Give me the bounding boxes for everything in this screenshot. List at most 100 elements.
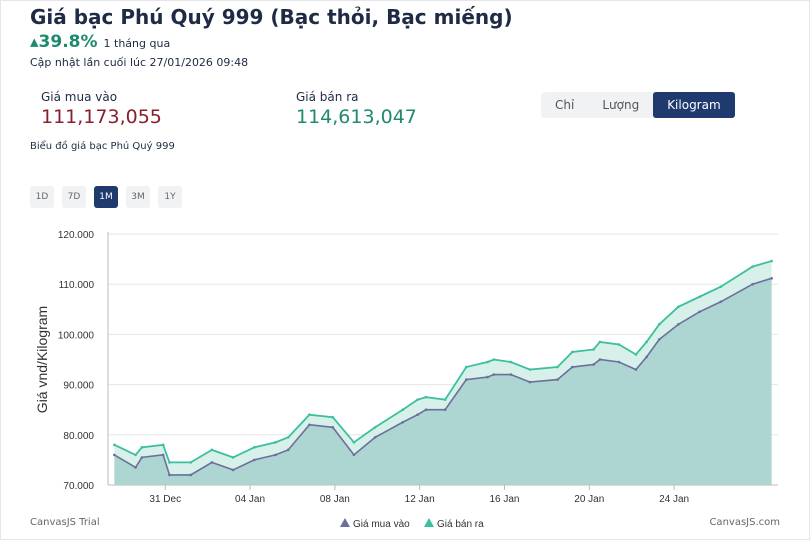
range-button-1d[interactable]: 1D: [30, 186, 54, 208]
x-tick-label: 20 Jan: [574, 494, 604, 505]
data-point-sell: [617, 343, 621, 346]
range-button-1m[interactable]: 1M: [94, 186, 118, 208]
unit-tab-chi[interactable]: Chỉ: [555, 98, 575, 112]
data-point-sell: [252, 446, 256, 449]
unit-tabs: Chỉ Lượng Kilogram: [541, 92, 735, 118]
chart-brand-link[interactable]: CanvasJS.com: [709, 517, 780, 528]
data-point-sell: [592, 348, 595, 351]
sell-price-value: 114,613,047: [296, 106, 417, 128]
data-point-buy: [634, 368, 638, 371]
data-point-sell: [134, 453, 137, 457]
data-point-sell: [528, 368, 532, 371]
data-point-buy: [189, 473, 192, 477]
data-point-buy: [465, 378, 468, 381]
y-axis-title: Giá vnd/Kilogram: [34, 306, 50, 413]
data-point-sell: [770, 259, 773, 263]
data-point-buy: [252, 458, 256, 462]
legend-label-buy: Giá mua vào: [353, 519, 410, 530]
data-point-sell: [677, 305, 680, 309]
data-point-sell: [571, 350, 574, 354]
up-arrow-icon: ▴: [30, 32, 39, 52]
data-point-buy: [373, 436, 377, 439]
data-point-sell: [308, 413, 311, 417]
data-point-buy: [770, 277, 773, 280]
data-point-buy: [352, 453, 356, 457]
data-point-sell: [443, 398, 447, 401]
range-buttons: 1D 7D 1M 3M 1Y: [30, 186, 182, 208]
data-point-sell: [634, 353, 638, 356]
y-tick-label: 120.000: [58, 230, 95, 241]
data-point-sell: [113, 443, 116, 447]
data-point-sell: [352, 441, 356, 444]
data-point-sell: [509, 360, 513, 364]
data-point-buy: [719, 300, 723, 304]
data-point-buy: [598, 358, 602, 361]
data-point-buy: [210, 461, 214, 464]
change-percent: 39.8%: [38, 32, 98, 52]
change-period: 1 tháng qua: [103, 37, 171, 50]
data-point-sell: [373, 425, 377, 429]
last-updated: Cập nhật lần cuối lúc 27/01/2026 09:48: [30, 56, 249, 69]
data-point-sell: [698, 295, 701, 299]
range-button-1y[interactable]: 1Y: [158, 186, 182, 208]
data-point-sell: [657, 323, 661, 326]
data-point-sell: [751, 265, 754, 268]
data-point-sell: [424, 395, 428, 399]
x-tick-label: 16 Jan: [489, 494, 519, 505]
x-tick-label: 04 Jan: [235, 494, 265, 505]
sell-price-block: Giá bán ra 114,613,047: [296, 90, 417, 128]
data-point-buy: [509, 373, 513, 376]
data-point-sell: [140, 446, 144, 449]
series-area-buy: [114, 278, 772, 485]
data-point-buy: [698, 310, 701, 314]
data-point-buy: [486, 375, 489, 379]
data-point-buy: [751, 282, 754, 286]
data-point-buy: [571, 365, 574, 369]
data-point-buy: [492, 373, 496, 376]
range-button-7d[interactable]: 7D: [62, 186, 86, 208]
data-point-buy: [424, 408, 428, 412]
y-tick-label: 80.000: [63, 431, 94, 442]
data-point-sell: [189, 461, 192, 464]
data-point-sell: [719, 285, 723, 289]
data-point-sell: [210, 448, 214, 452]
buy-price-value: 111,173,055: [41, 106, 162, 128]
data-point-buy: [645, 355, 648, 359]
data-point-sell: [286, 436, 290, 439]
data-point-sell: [556, 365, 559, 369]
data-point-sell: [274, 441, 277, 444]
unit-tab-luong[interactable]: Lượng: [602, 98, 640, 112]
x-tick-label: 12 Jan: [405, 494, 435, 505]
data-point-buy: [161, 453, 165, 457]
data-point-buy: [528, 380, 532, 384]
data-point-buy: [443, 408, 447, 412]
data-point-sell: [231, 456, 235, 459]
data-point-buy: [308, 423, 311, 427]
data-point-buy: [286, 448, 290, 452]
data-point-buy: [134, 466, 137, 469]
chart-trial-label: CanvasJS Trial: [30, 517, 100, 528]
legend-marker-buy: [340, 518, 350, 527]
unit-tab-kilogram[interactable]: Kilogram: [653, 92, 735, 118]
data-point-buy: [677, 323, 680, 326]
page-title: Giá bạc Phú Quý 999 (Bạc thỏi, Bạc miếng…: [30, 5, 513, 29]
y-tick-label: 110.000: [59, 280, 95, 291]
data-point-buy: [556, 378, 559, 381]
data-point-buy: [274, 453, 277, 457]
data-point-buy: [657, 338, 661, 341]
data-point-buy: [401, 420, 405, 424]
x-tick-label: 24 Jan: [659, 494, 689, 505]
y-tick-label: 100.000: [58, 330, 95, 341]
data-point-sell: [168, 461, 171, 464]
legend-marker-sell: [424, 518, 434, 527]
data-point-sell: [416, 398, 419, 401]
data-point-sell: [486, 360, 489, 364]
range-button-3m[interactable]: 3M: [126, 186, 150, 208]
y-tick-label: 70.000: [63, 481, 94, 492]
data-point-buy: [331, 425, 335, 429]
x-tick-label: 08 Jan: [320, 494, 350, 505]
buy-price-block: Giá mua vào 111,173,055: [41, 90, 162, 128]
data-point-buy: [113, 453, 116, 457]
price-change: ▴39.8% 1 tháng qua: [30, 32, 170, 52]
